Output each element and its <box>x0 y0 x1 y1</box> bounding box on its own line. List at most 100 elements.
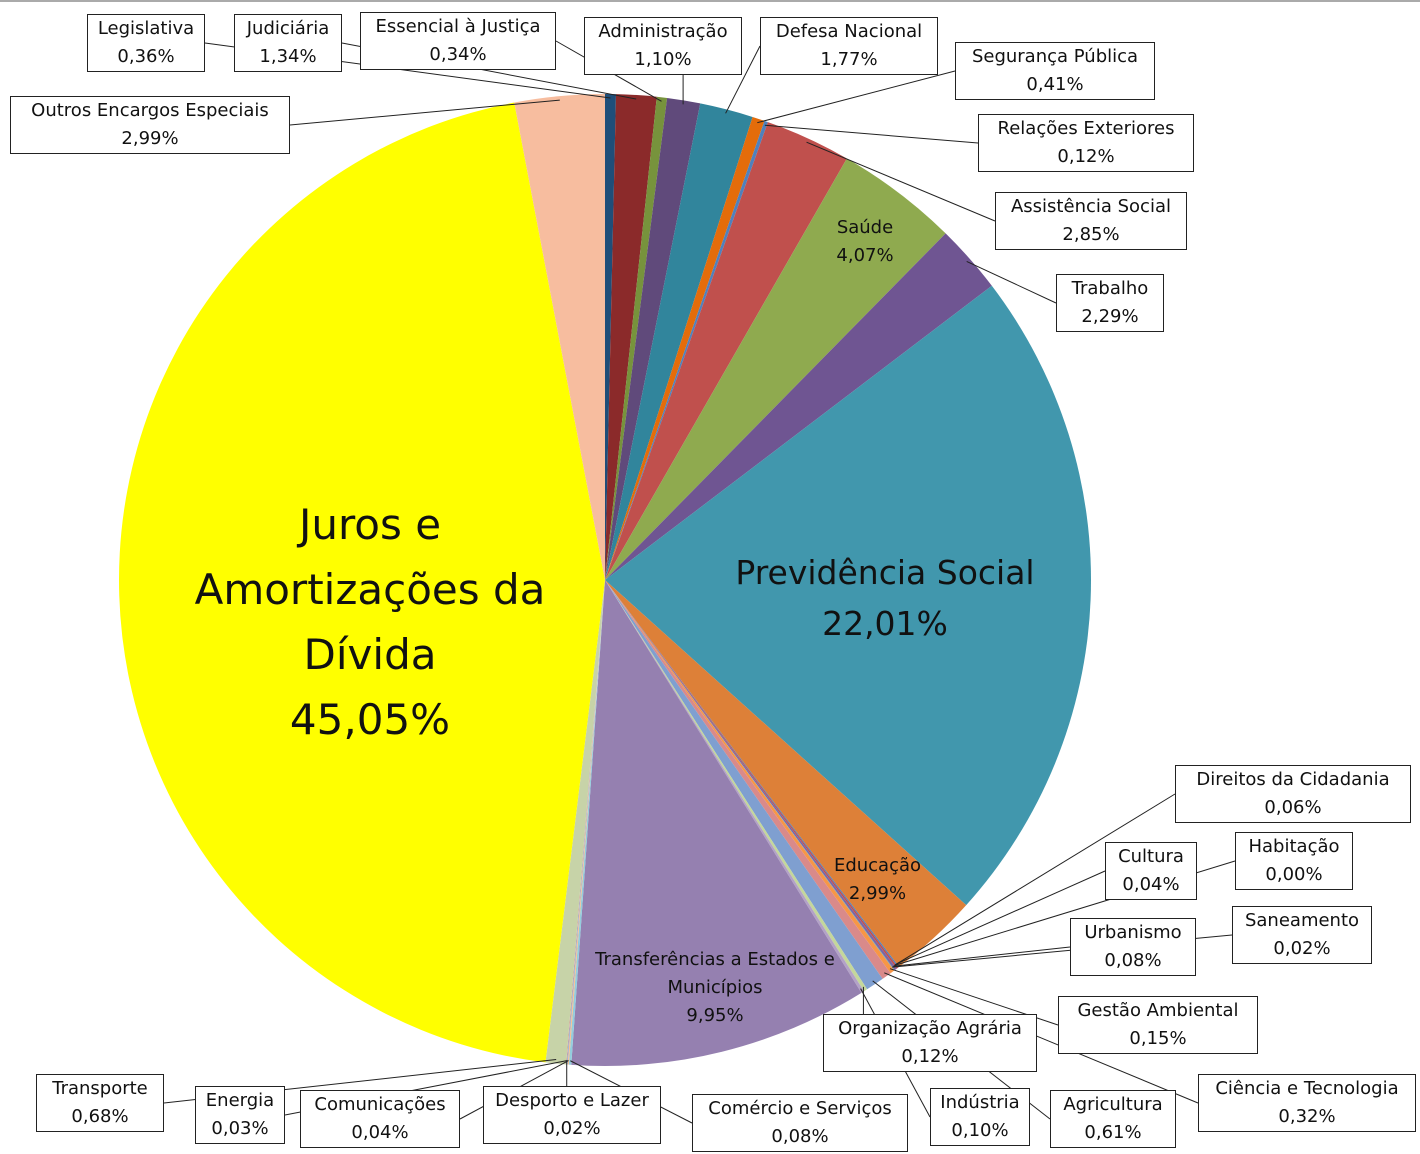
pie-slice <box>605 580 883 990</box>
pie-slice <box>605 158 946 581</box>
pie-slice <box>605 122 847 580</box>
slice-name: Desporto e Lazer <box>495 1090 649 1111</box>
pie-slice <box>567 580 605 1065</box>
slice-name: Organização Agrária <box>838 1018 1022 1039</box>
slice-name: Trabalho <box>1071 278 1149 299</box>
slice-label-box: Saneamento 0,02% <box>1232 906 1372 964</box>
slice-value-label: 0,68% <box>71 1105 129 1127</box>
pie-slice <box>545 580 605 1065</box>
slice-name: Transferências a Estados e Municípios <box>595 949 835 998</box>
slice-name: Juros e Amortizações da Dívida <box>194 500 546 680</box>
pie-slice <box>605 580 897 971</box>
pie-slice <box>605 580 865 993</box>
slice-label-box: Assistência Social 2,85% <box>995 192 1187 250</box>
slice-label-box: Comunicações 0,04% <box>300 1090 460 1148</box>
leader-line <box>893 946 1071 967</box>
slice-name: Urbanismo <box>1084 922 1182 943</box>
slice-value-label: 0,02% <box>543 1117 601 1139</box>
pie-slice <box>566 580 605 1065</box>
leader-line <box>764 124 979 144</box>
slice-name: Transporte <box>52 1078 148 1099</box>
slice-value-label: 0,04% <box>1122 873 1180 895</box>
slice-value-label: 0,04% <box>351 1121 409 1143</box>
slice-value-label: 45,05% <box>289 695 451 745</box>
pie-slice <box>605 580 895 971</box>
slice-value-label: 22,01% <box>822 604 948 644</box>
slice-label-box: Ciência e Tecnologia 0,32% <box>1198 1074 1416 1132</box>
slice-label-box: Trabalho 2,29% <box>1056 274 1164 332</box>
slice-label-box: Direitos da Cidadania 0,06% <box>1175 765 1411 823</box>
slice-name: Comunicações <box>314 1094 446 1115</box>
slice-label-box: Essencial à Justiça 0,34% <box>360 12 556 70</box>
slice-name: Cultura <box>1118 846 1184 867</box>
slice-name: Administração <box>598 21 728 42</box>
slice-name: Segurança Pública <box>971 46 1139 67</box>
pie-slice <box>605 103 753 580</box>
slice-label-box: Administração 1,10% <box>584 17 742 75</box>
pie-slice <box>605 580 967 967</box>
slice-label: Saúde 4,07% <box>800 214 930 270</box>
slice-value-label: 0,32% <box>1278 1105 1336 1127</box>
slice-label-box: Legislativa 0,36% <box>87 14 205 72</box>
slice-name: Saneamento <box>1244 910 1360 931</box>
slice-value-label: 0,06% <box>1264 796 1322 818</box>
slice-label-box: Segurança Pública 0,41% <box>955 42 1155 100</box>
slice-label: Transferências a Estados e Municípios 9,9… <box>590 946 840 1030</box>
slice-name: Comércio e Serviços <box>708 1098 892 1119</box>
slice-name: Essencial à Justiça <box>375 16 541 37</box>
pie-slice <box>605 120 768 581</box>
slice-value-label: 2,99% <box>121 127 179 149</box>
slice-value-label: 4,07% <box>836 244 894 266</box>
slice-name: Assistência Social <box>1010 196 1171 217</box>
slice-name: Judiciária <box>246 18 330 39</box>
pie-slice <box>566 580 605 1065</box>
slice-label-box: Cultura 0,04% <box>1105 842 1197 900</box>
slice-label: Educação 2,99% <box>800 852 955 908</box>
pie-slice <box>568 580 605 1065</box>
slice-label-box: Energia 0,03% <box>195 1086 285 1144</box>
pie-slice <box>605 94 616 580</box>
slice-name: Agricultura <box>1063 1094 1163 1115</box>
slice-name: Relações Exteriores <box>997 118 1175 139</box>
slice-value-label: 0,03% <box>211 1117 269 1139</box>
slice-value-label: 2,29% <box>1081 305 1139 327</box>
slice-value-label: 0,08% <box>771 1125 829 1147</box>
pie-slice <box>605 580 891 979</box>
pie-slice <box>119 102 606 1063</box>
slice-label-box: Gestão Ambiental 0,15% <box>1058 996 1258 1054</box>
leader-line <box>884 972 1199 1104</box>
slice-name: Educação <box>833 855 922 876</box>
slice-value-label: 0,15% <box>1129 1027 1187 1049</box>
pie-slice <box>605 116 765 580</box>
pie-slice <box>605 97 701 580</box>
slice-name: Previdência Social <box>735 553 1035 592</box>
slice-label-box: Transporte 0,68% <box>36 1074 164 1132</box>
leader-line <box>806 141 996 222</box>
slice-label-box: Agricultura 0,61% <box>1050 1090 1176 1148</box>
leader-line <box>894 793 1176 966</box>
pie-slice <box>605 580 900 968</box>
slice-label: Previdência Social 22,01% <box>720 547 1050 649</box>
slice-value-label: 0,41% <box>1026 73 1084 95</box>
slice-name: Defesa Nacional <box>775 21 923 42</box>
pie-slice <box>605 285 1091 906</box>
slice-label-box: Indústria 0,10% <box>930 1088 1030 1146</box>
pie-slice <box>605 96 668 580</box>
slice-name: Gestão Ambiental <box>1077 1000 1239 1021</box>
pie-slice <box>605 233 992 580</box>
slice-value-label: 0,61% <box>1084 1121 1142 1143</box>
slice-value-label: 0,12% <box>1057 145 1115 167</box>
pie-slice <box>605 580 899 969</box>
slice-value-label: 9,95% <box>686 1004 744 1026</box>
slice-name: Saúde <box>836 217 894 238</box>
pie-slice <box>514 94 605 580</box>
slice-label-box: Habitação 0,00% <box>1235 832 1353 890</box>
slice-name: Direitos da Cidadania <box>1196 769 1390 790</box>
slice-value-label: 0,34% <box>429 43 487 65</box>
slice-name: Outros Encargos Especiais <box>31 100 269 121</box>
slice-value-label: 0,36% <box>117 45 175 67</box>
leader-line <box>966 260 1057 304</box>
leader-line <box>896 870 1106 965</box>
slice-label-box: Desporto e Lazer 0,02% <box>483 1086 661 1144</box>
